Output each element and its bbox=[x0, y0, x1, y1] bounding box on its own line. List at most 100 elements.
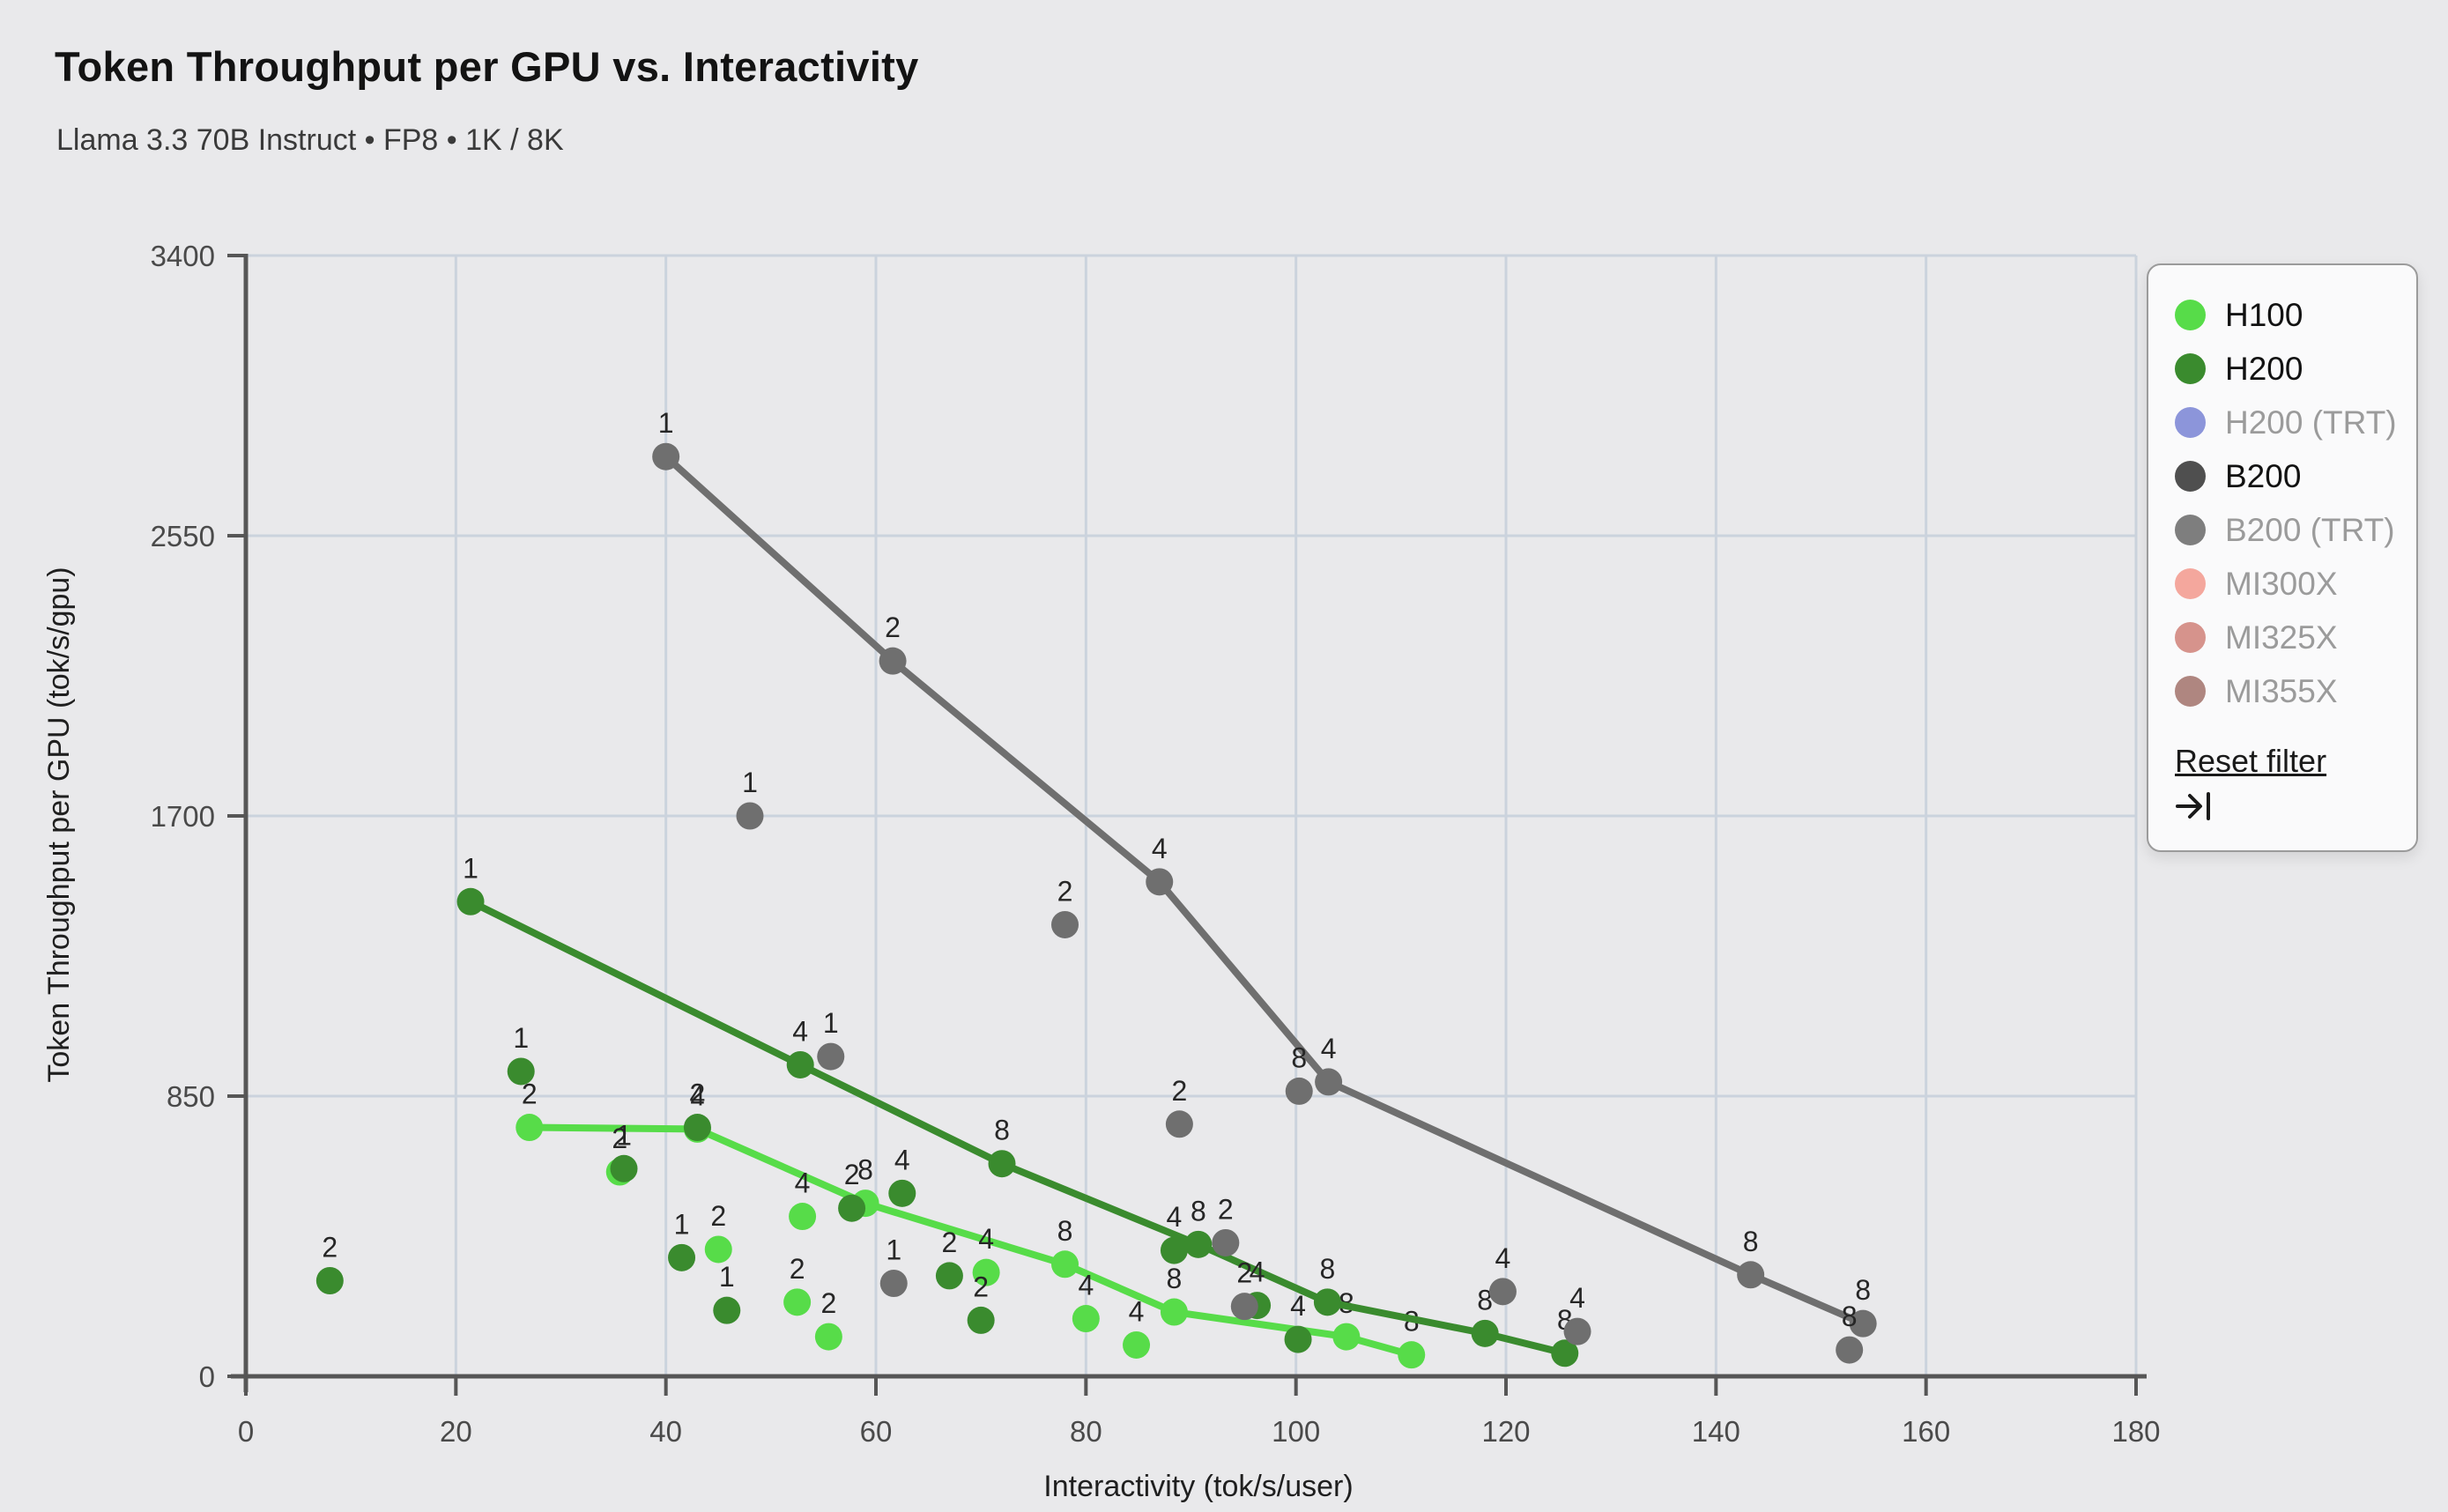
x-tick-label: 80 bbox=[1070, 1415, 1102, 1448]
b200-trt-swatch-icon bbox=[2175, 515, 2206, 545]
legend-item-label: H200 bbox=[2225, 350, 2303, 387]
series-h200-point[interactable] bbox=[1284, 1325, 1312, 1353]
point-label: 4 bbox=[792, 1015, 808, 1047]
page-title: Token Throughput per GPU vs. Interactivi… bbox=[55, 43, 919, 90]
series-b200-point[interactable] bbox=[652, 442, 680, 471]
chart-subtitle: Llama 3.3 70B Instruct • FP8 • 1K / 8K bbox=[56, 123, 564, 157]
series-b200-point[interactable] bbox=[1849, 1309, 1877, 1338]
series-h200-point[interactable] bbox=[838, 1194, 866, 1222]
legend-item-mi300x[interactable]: MI300X bbox=[2175, 557, 2393, 611]
series-b200-point[interactable] bbox=[1165, 1110, 1193, 1138]
series-b200-point[interactable] bbox=[736, 802, 764, 830]
point-label: 8 bbox=[1167, 1263, 1183, 1294]
series-h200-point[interactable] bbox=[1184, 1230, 1213, 1258]
series-h200-point[interactable] bbox=[1313, 1288, 1341, 1316]
series-b200-point[interactable] bbox=[1230, 1293, 1258, 1321]
point-label: 4 bbox=[1078, 1270, 1094, 1301]
legend-item-mi355x[interactable]: MI355X bbox=[2175, 664, 2393, 718]
x-tick-label: 60 bbox=[860, 1415, 893, 1448]
point-label: 8 bbox=[1477, 1284, 1493, 1316]
series-b200-point[interactable] bbox=[879, 647, 907, 675]
b200-swatch-icon bbox=[2175, 461, 2206, 492]
x-tick-label: 100 bbox=[1272, 1415, 1320, 1448]
legend-item-h200-trt[interactable]: H200 (TRT) bbox=[2175, 396, 2397, 449]
legend-item-mi325x[interactable]: MI325X bbox=[2175, 611, 2393, 664]
point-label: 2 bbox=[973, 1271, 989, 1302]
series-h100-point[interactable] bbox=[1072, 1305, 1100, 1333]
series-h200-point[interactable] bbox=[935, 1262, 963, 1290]
legend-item-h200[interactable]: H200 bbox=[2175, 342, 2393, 396]
point-label: 2 bbox=[885, 611, 901, 643]
series-b200-point[interactable] bbox=[1488, 1278, 1517, 1306]
point-label: 4 bbox=[1321, 1033, 1337, 1064]
point-label: 1 bbox=[658, 407, 674, 439]
legend-item-label: MI300X bbox=[2225, 565, 2338, 602]
series-h200-point[interactable] bbox=[456, 887, 485, 915]
series-b200-point[interactable] bbox=[1285, 1077, 1313, 1105]
series-h200-point[interactable] bbox=[888, 1179, 916, 1207]
series-h200-point[interactable] bbox=[315, 1267, 344, 1295]
series-h100-point[interactable] bbox=[516, 1114, 544, 1142]
series-h200-point[interactable] bbox=[1551, 1339, 1579, 1367]
point-label: 4 bbox=[795, 1167, 811, 1199]
point-label: 8 bbox=[1743, 1226, 1759, 1257]
series-h100-point[interactable] bbox=[1160, 1298, 1188, 1326]
series-b200-point[interactable] bbox=[1212, 1228, 1240, 1256]
point-label: 4 bbox=[1569, 1282, 1585, 1314]
series-h200-point[interactable] bbox=[988, 1150, 1016, 1178]
series-h100-point[interactable] bbox=[789, 1203, 817, 1231]
point-label: 2 bbox=[690, 1078, 706, 1110]
series-h200-point[interactable] bbox=[1160, 1236, 1188, 1264]
series-b200-point[interactable] bbox=[1563, 1317, 1591, 1345]
series-b200-point[interactable] bbox=[817, 1042, 845, 1071]
series-h200-point[interactable] bbox=[1471, 1319, 1499, 1347]
series-h100-point[interactable] bbox=[814, 1323, 842, 1351]
y-tick-label: 3400 bbox=[151, 240, 215, 272]
reset-filter-link[interactable]: Reset filter bbox=[2175, 743, 2327, 779]
series-b200-point[interactable] bbox=[1737, 1261, 1765, 1289]
series-h200-point[interactable] bbox=[610, 1154, 638, 1182]
point-label: 2 bbox=[710, 1200, 726, 1232]
series-h100-point[interactable] bbox=[783, 1288, 812, 1316]
point-label: 1 bbox=[719, 1261, 735, 1293]
point-label: 4 bbox=[978, 1223, 994, 1255]
point-label: 1 bbox=[616, 1119, 632, 1151]
series-b200-point[interactable] bbox=[1315, 1068, 1343, 1096]
point-label: 4 bbox=[1152, 833, 1168, 864]
series-h100-point[interactable] bbox=[1123, 1330, 1151, 1359]
series-b200-point[interactable] bbox=[879, 1269, 908, 1297]
arrow-to-bar-icon[interactable] bbox=[2175, 789, 2214, 824]
series-h200-point[interactable] bbox=[668, 1243, 696, 1271]
x-tick-label: 0 bbox=[238, 1415, 254, 1448]
mi300x-swatch-icon bbox=[2175, 568, 2206, 599]
point-label: 2 bbox=[1171, 1075, 1187, 1107]
y-tick-label: 2550 bbox=[151, 520, 215, 552]
mi355x-swatch-icon bbox=[2175, 676, 2206, 707]
legend-item-b200-trt[interactable]: B200 (TRT) bbox=[2175, 503, 2395, 557]
series-b200-point[interactable] bbox=[1051, 910, 1079, 938]
series-h200-point[interactable] bbox=[713, 1296, 741, 1324]
series-h100-point[interactable] bbox=[1398, 1341, 1426, 1369]
legend-item-h100[interactable]: H100 bbox=[2175, 288, 2393, 342]
series-h100-point[interactable] bbox=[1051, 1250, 1079, 1279]
point-label: 4 bbox=[1250, 1256, 1265, 1288]
series-h200-point[interactable] bbox=[786, 1050, 814, 1078]
point-label: 2 bbox=[820, 1287, 836, 1319]
legend-item-b200[interactable]: B200 bbox=[2175, 449, 2393, 503]
h100-swatch-icon bbox=[2175, 300, 2206, 330]
point-label: 1 bbox=[674, 1208, 690, 1240]
series-h100-point[interactable] bbox=[1332, 1323, 1361, 1351]
axes: 0 20 40 60 80 100 120 140 160 180 0 850 1700 2550 3400 bbox=[151, 240, 2161, 1448]
series-h200-point[interactable] bbox=[967, 1306, 995, 1334]
legend-item-label: B200 bbox=[2225, 457, 2302, 494]
series-h200-point[interactable] bbox=[507, 1057, 535, 1086]
series-h200-point[interactable] bbox=[683, 1114, 711, 1142]
legend-panel: H100 H200 H200 (TRT) B200 B200 (TRT) MI300X MI… bbox=[2147, 263, 2418, 852]
series-b200-point[interactable] bbox=[1836, 1336, 1864, 1364]
point-label: 8 bbox=[1842, 1301, 1858, 1332]
h200-swatch-icon bbox=[2175, 353, 2206, 384]
series-h100-point[interactable] bbox=[704, 1235, 732, 1264]
series-h100-point[interactable] bbox=[972, 1258, 1000, 1286]
series-b200-point[interactable] bbox=[1146, 868, 1174, 896]
